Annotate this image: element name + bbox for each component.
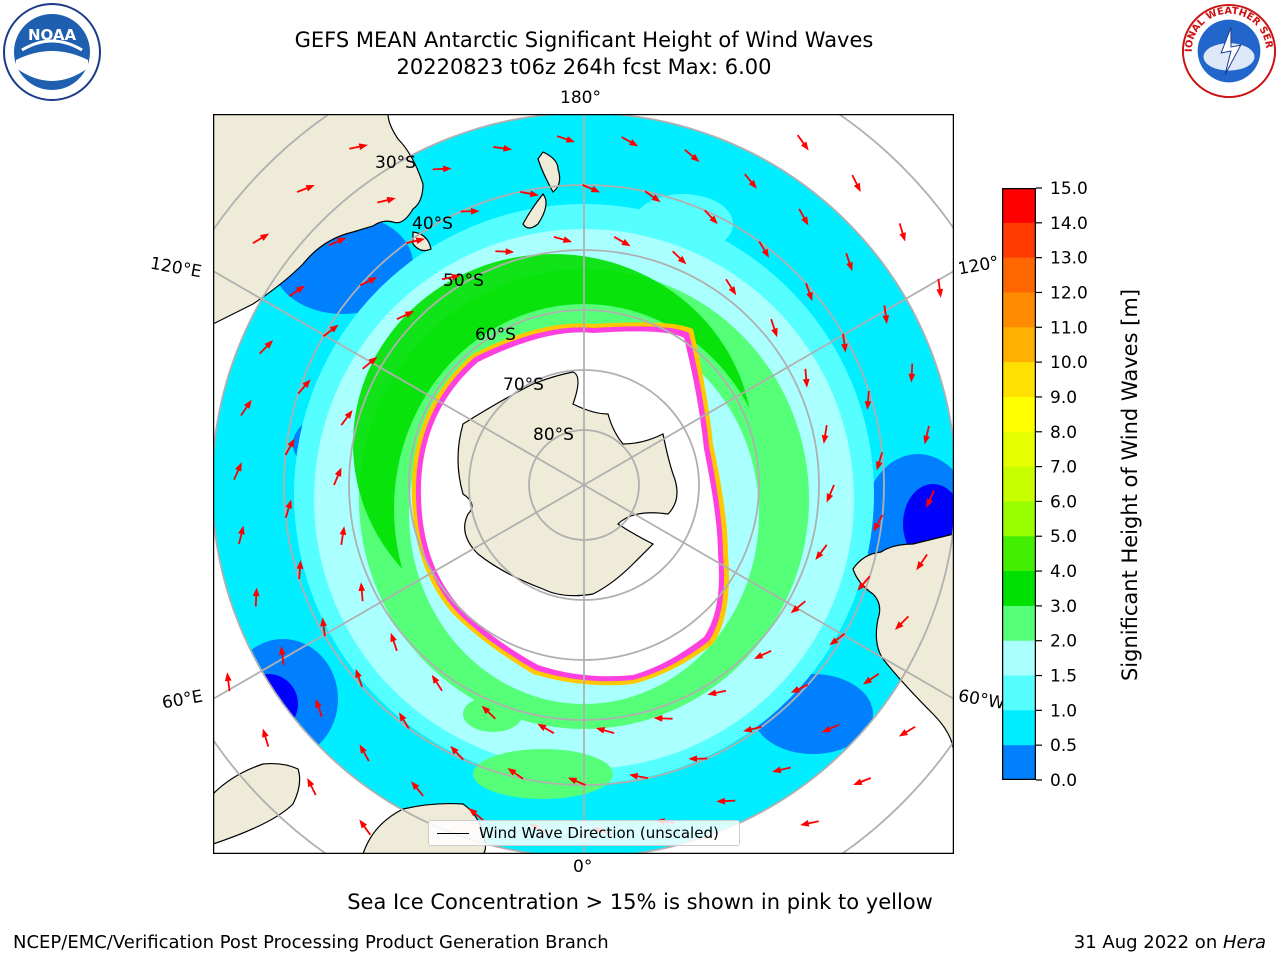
polar-map: 30°S 40°S 50°S 60°S 70°S 80°S (213, 114, 954, 854)
colorbar-tick-label: 2.0 (1050, 632, 1077, 652)
land (213, 114, 954, 854)
colorbar-segment (1002, 327, 1036, 363)
footer-host: Hera (1222, 932, 1266, 953)
colorbar-segment (1002, 466, 1036, 502)
colorbar-tick-label: 1.0 (1050, 701, 1077, 721)
footer-credit: NCEP/EMC/Verification Post Processing Pr… (13, 932, 609, 953)
lat-label-80s: 80°S (533, 425, 574, 445)
colorbar-segment (1002, 571, 1036, 607)
colorbar-segment (1002, 431, 1036, 468)
legend-label: Wind Wave Direction (unscaled) (479, 824, 719, 842)
lon-label-120w: 120° (956, 252, 1001, 280)
colorbar-tick-label: 0.5 (1050, 736, 1077, 756)
footer-date: 31 Aug 2022 on Hera (1074, 932, 1266, 953)
lon-label-0: 0° (573, 857, 593, 877)
colorbar-segment (1002, 745, 1036, 780)
nws-logo: NATIONAL WEATHER SERVICE (1180, 2, 1277, 99)
lat-label-40s: 40°S (412, 214, 453, 234)
colorbar-segment (1002, 396, 1036, 433)
lon-label-180: 180° (560, 88, 601, 108)
colorbar-segment (1002, 292, 1036, 328)
colorbar-tick-label: 7.0 (1050, 458, 1077, 478)
colorbar-segment (1002, 501, 1036, 537)
colorbar-segment (1002, 710, 1036, 746)
noaa-logo: NOAA (3, 3, 101, 101)
colorbar-tick-label: 14.0 (1050, 214, 1088, 234)
colorbar-segment (1002, 222, 1036, 259)
colorbar-ticks: 15.0 14.0 13.0 12.0 11.0 10.0 9.0 8.0 7.0 6.0 5.0 4… (1036, 180, 1088, 790)
legend-line-swatch (437, 833, 469, 834)
colorbar-segment (1002, 675, 1036, 711)
chart-title: GEFS MEAN Antarctic Significant Height o… (294, 28, 874, 52)
noaa-logo-text: NOAA (28, 26, 77, 44)
lat-label-50s: 50°S (443, 271, 484, 291)
colorbar-label: Significant Height of Wind Waves [m] (1118, 288, 1142, 682)
colorbar-tick-label: 13.0 (1050, 249, 1088, 269)
colorbar-segment (1002, 257, 1036, 293)
map-legend: Wind Wave Direction (unscaled) (428, 820, 740, 846)
lat-label-30s: 30°S (375, 153, 416, 173)
gridlines (213, 114, 954, 854)
colorbar-tick-label: 3.0 (1050, 597, 1077, 617)
colorbar-tick-label: 10.0 (1050, 353, 1088, 373)
colorbar-tick-label: 4.0 (1050, 562, 1077, 582)
colorbar-tick-label: 12.0 (1050, 283, 1088, 303)
colorbar-tick-label: 9.0 (1050, 388, 1077, 408)
colorbar-segment (1002, 188, 1036, 224)
sea-ice-caption: Sea Ice Concentration > 15% is shown in … (347, 890, 933, 914)
colorbar-tick-label: 1.5 (1050, 667, 1077, 687)
colorbar (1002, 188, 1036, 780)
footer-date-text: 31 Aug 2022 on (1073, 932, 1223, 953)
lon-label-120e: 120°E (148, 253, 204, 283)
colorbar-segment (1002, 605, 1036, 642)
colorbar-tick-label: 0.0 (1050, 771, 1077, 790)
colorbar-tick-label: 15.0 (1050, 180, 1088, 199)
colorbar-segment (1002, 640, 1036, 677)
lon-label-60w: 60°W (956, 686, 1007, 714)
lat-label-70s: 70°S (503, 375, 544, 395)
colorbar-tick-label: 11.0 (1050, 318, 1088, 338)
colorbar-tick-label: 6.0 (1050, 492, 1077, 512)
colorbar-tick-label: 5.0 (1050, 527, 1077, 547)
lat-label-60s: 60°S (475, 325, 516, 345)
colorbar-tick-label: 8.0 (1050, 423, 1077, 443)
chart-subtitle: 20220823 t06z 264h fcst Max: 6.00 (396, 55, 772, 79)
colorbar-segment (1002, 536, 1036, 572)
colorbar-segment (1002, 362, 1036, 398)
lon-label-60e: 60°E (160, 686, 205, 714)
wind-wave-arrows (224, 134, 944, 836)
